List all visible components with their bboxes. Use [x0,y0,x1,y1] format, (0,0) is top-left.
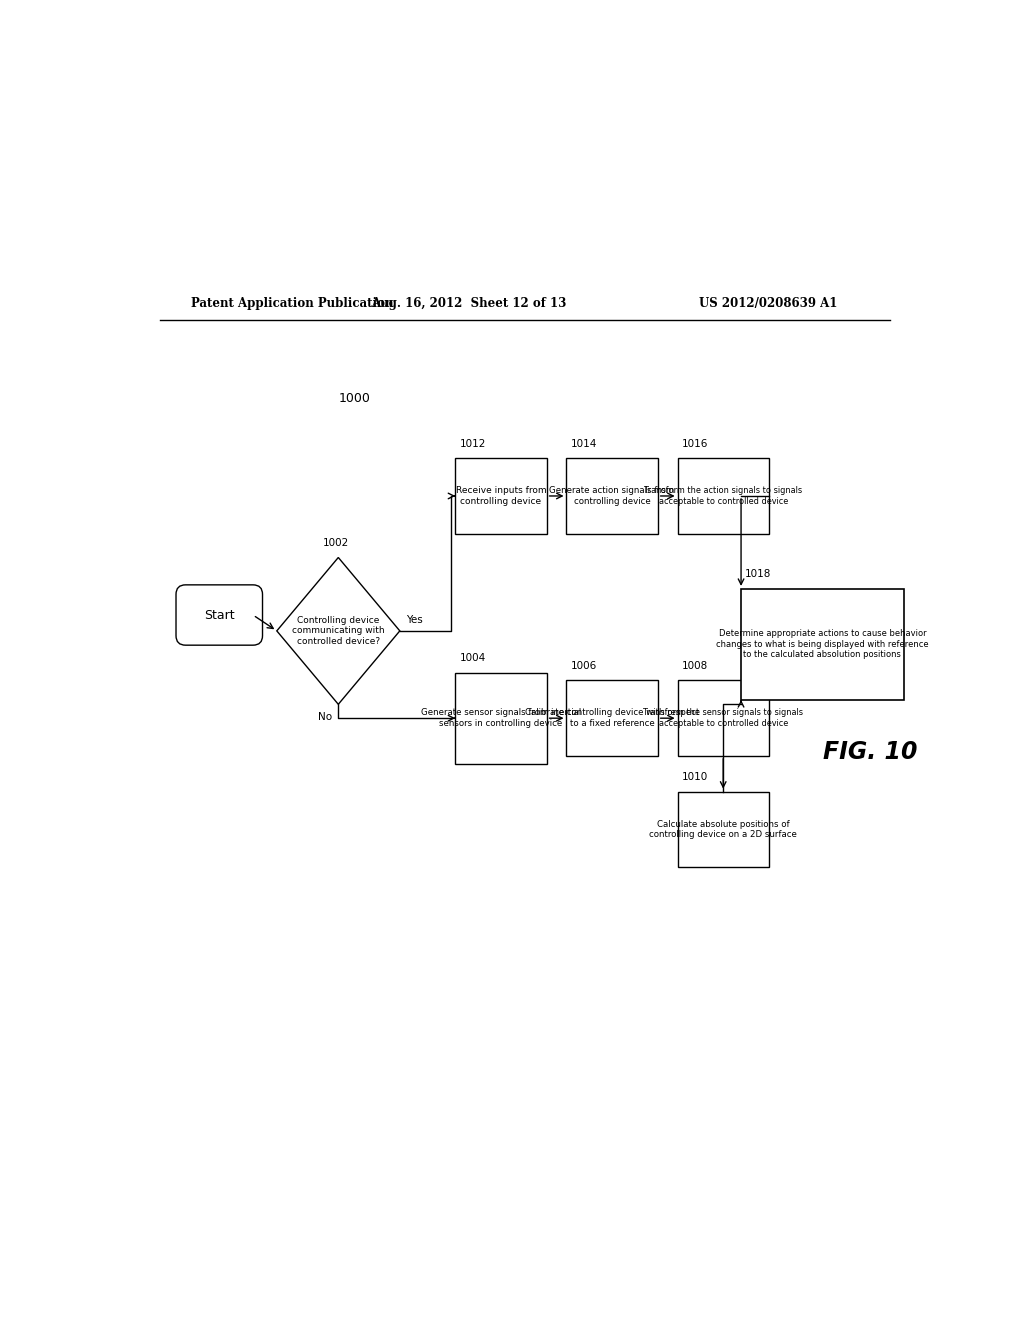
Text: Yes: Yes [407,615,423,624]
FancyBboxPatch shape [176,585,262,645]
Text: 1006: 1006 [570,661,597,671]
Text: Calibrate controlling device with respect
to a fixed reference: Calibrate controlling device with respec… [525,709,699,727]
Text: 1016: 1016 [682,438,708,449]
Bar [456,458,547,533]
Text: Generate action signals from
controlling device: Generate action signals from controlling… [550,486,675,506]
Bar [566,681,657,756]
Bar [456,673,547,764]
Bar [678,792,769,867]
Text: 1012: 1012 [460,438,485,449]
Text: Start: Start [204,609,234,622]
Bar [678,458,769,533]
Text: 1014: 1014 [570,438,597,449]
Text: Receive inputs from
controlling device: Receive inputs from controlling device [456,486,547,506]
Bar [741,589,904,700]
Text: Transform the action signals to signals
acceptable to controlled device: Transform the action signals to signals … [644,486,802,506]
Text: No: No [317,713,332,722]
Text: 1000: 1000 [338,392,370,405]
Text: Generate sensor signals from inertial
sensors in controlling device: Generate sensor signals from inertial se… [421,709,581,727]
Text: Controlling device
communicating with
controlled device?: Controlling device communicating with co… [292,616,385,645]
Text: Determine appropriate actions to cause behavior
changes to what is being display: Determine appropriate actions to cause b… [716,630,929,659]
Bar [678,681,769,756]
Text: Patent Application Publication: Patent Application Publication [191,297,394,310]
Text: FIG. 10: FIG. 10 [822,739,918,763]
Text: 1002: 1002 [323,539,349,548]
Text: 1010: 1010 [682,772,708,781]
Polygon shape [276,557,399,705]
Text: Calculate absolute positions of
controlling device on a 2D surface: Calculate absolute positions of controll… [649,820,797,840]
Text: 1018: 1018 [745,569,771,579]
Bar [566,458,657,533]
Text: Transform the sensor signals to signals
acceptable to controlled device: Transform the sensor signals to signals … [643,709,803,727]
Text: 1008: 1008 [682,661,708,671]
Text: US 2012/0208639 A1: US 2012/0208639 A1 [699,297,838,310]
Text: Aug. 16, 2012  Sheet 12 of 13: Aug. 16, 2012 Sheet 12 of 13 [372,297,567,310]
Text: 1004: 1004 [460,653,485,663]
